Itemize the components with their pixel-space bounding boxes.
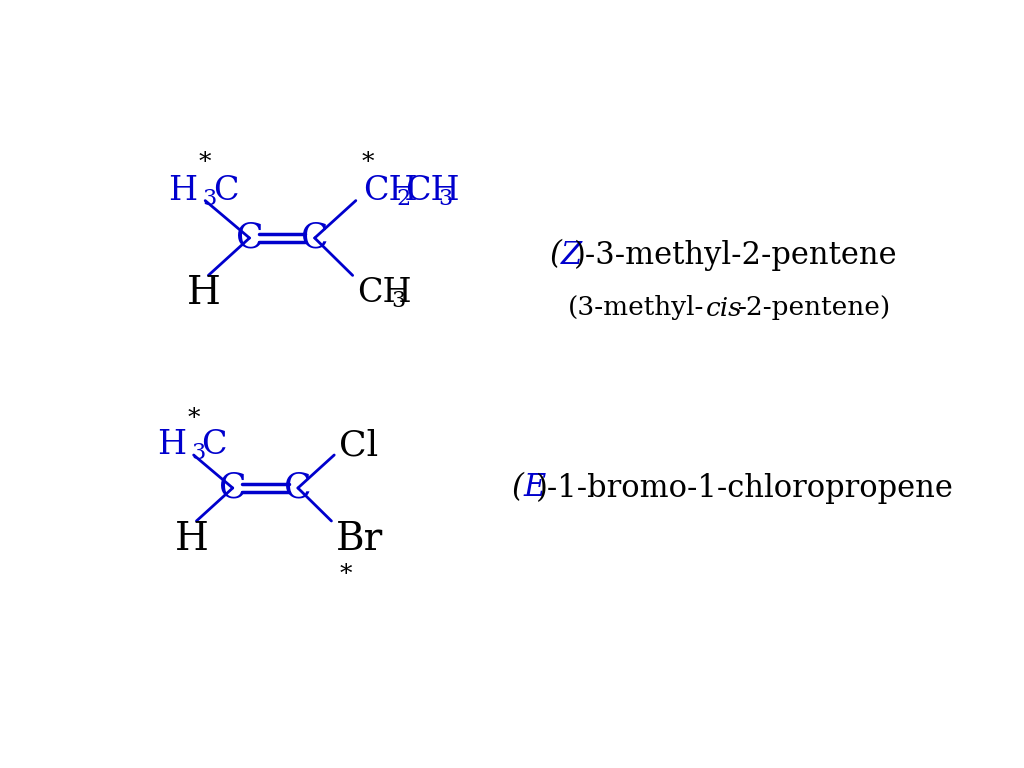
Text: 3: 3 [190, 442, 205, 464]
Text: -2-pentene): -2-pentene) [738, 296, 892, 320]
Text: CH: CH [357, 277, 412, 310]
Text: C: C [213, 174, 239, 207]
Text: C: C [236, 221, 263, 255]
Text: H: H [169, 174, 198, 207]
Text: *: * [361, 151, 374, 174]
Text: *: * [199, 151, 211, 174]
Text: E: E [523, 472, 546, 504]
Text: )-3-methyl-2-pentene: )-3-methyl-2-pentene [573, 240, 897, 270]
Text: C: C [301, 221, 329, 255]
Text: H: H [186, 275, 220, 312]
Text: H: H [157, 429, 186, 461]
Text: Cl: Cl [339, 428, 378, 462]
Text: Br: Br [336, 521, 383, 558]
Text: *: * [339, 564, 351, 587]
Text: (3-methyl-: (3-methyl- [568, 296, 705, 320]
Text: CH: CH [406, 174, 460, 207]
Text: C: C [219, 471, 247, 505]
Text: (: ( [549, 240, 561, 270]
Text: 2: 2 [396, 187, 411, 210]
Text: H: H [175, 521, 209, 558]
Text: CH: CH [364, 174, 418, 207]
Text: *: * [187, 408, 200, 431]
Text: C: C [201, 429, 226, 461]
Text: 3: 3 [438, 187, 453, 210]
Text: C: C [284, 471, 311, 505]
Text: 3: 3 [391, 290, 406, 313]
Text: (: ( [512, 472, 524, 504]
Text: 3: 3 [203, 187, 217, 210]
Text: Z: Z [560, 240, 582, 270]
Text: cis: cis [706, 296, 742, 320]
Text: )-1-bromo-1-chloropropene: )-1-bromo-1-chloropropene [537, 472, 954, 504]
